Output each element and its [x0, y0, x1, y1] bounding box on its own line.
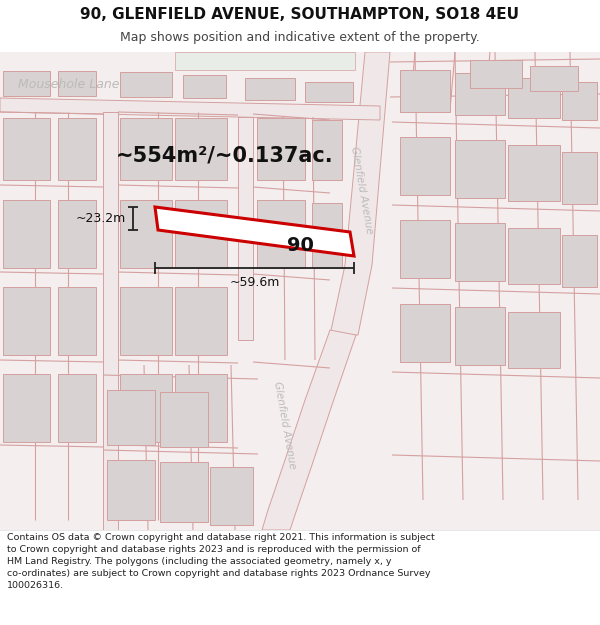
Bar [120, 72, 172, 97]
Polygon shape [155, 207, 354, 256]
Bar [400, 70, 450, 112]
Bar [58, 118, 96, 180]
Text: 90, GLENFIELD AVENUE, SOUTHAMPTON, SO18 4EU: 90, GLENFIELD AVENUE, SOUTHAMPTON, SO18 … [80, 7, 520, 22]
Bar [3, 200, 50, 268]
Text: Glenfield Avenue: Glenfield Avenue [349, 146, 374, 234]
Polygon shape [330, 52, 390, 335]
Bar [562, 235, 597, 287]
Bar [455, 307, 505, 365]
Bar [120, 374, 172, 442]
Bar [455, 73, 505, 115]
Bar [210, 467, 253, 525]
Bar [508, 228, 560, 284]
Polygon shape [103, 112, 118, 530]
Bar [3, 118, 50, 180]
Polygon shape [262, 330, 356, 530]
Bar [58, 200, 96, 268]
Bar [58, 287, 96, 355]
Text: ~23.2m: ~23.2m [76, 212, 126, 225]
Text: ~554m²/~0.137ac.: ~554m²/~0.137ac. [116, 145, 334, 165]
Bar [175, 52, 355, 70]
Bar [257, 118, 305, 180]
Bar [562, 152, 597, 204]
Bar [3, 71, 50, 96]
Bar [530, 66, 578, 91]
Text: Contains OS data © Crown copyright and database right 2021. This information is : Contains OS data © Crown copyright and d… [7, 533, 435, 591]
Bar [160, 392, 208, 447]
Bar [455, 140, 505, 198]
Bar [58, 71, 96, 96]
Bar [312, 203, 342, 268]
Bar [400, 220, 450, 278]
Bar [3, 374, 50, 442]
Bar [120, 118, 172, 180]
Bar [3, 287, 50, 355]
Bar [470, 60, 522, 88]
Text: Map shows position and indicative extent of the property.: Map shows position and indicative extent… [120, 31, 480, 44]
Bar [175, 374, 227, 442]
Bar [455, 223, 505, 281]
Polygon shape [238, 117, 253, 340]
Bar [183, 75, 226, 98]
Text: Mousehole Lane: Mousehole Lane [18, 79, 119, 91]
Text: 90: 90 [287, 236, 313, 254]
Bar [508, 78, 560, 118]
Bar [400, 137, 450, 195]
Bar [508, 312, 560, 368]
Bar [400, 304, 450, 362]
Bar [257, 200, 305, 268]
Bar [58, 374, 96, 442]
Bar [562, 82, 597, 120]
Bar [107, 460, 155, 520]
Bar [305, 82, 353, 102]
Bar [175, 118, 227, 180]
Bar [245, 78, 295, 100]
Text: Glenfield Avenue: Glenfield Avenue [272, 381, 298, 469]
Bar [312, 120, 342, 180]
Polygon shape [0, 98, 380, 120]
Bar [120, 200, 172, 268]
Text: ~59.6m: ~59.6m [229, 276, 280, 289]
Bar [175, 287, 227, 355]
Bar [160, 462, 208, 522]
Bar [107, 390, 155, 445]
Bar [508, 145, 560, 201]
Bar [175, 200, 227, 268]
Bar [120, 287, 172, 355]
